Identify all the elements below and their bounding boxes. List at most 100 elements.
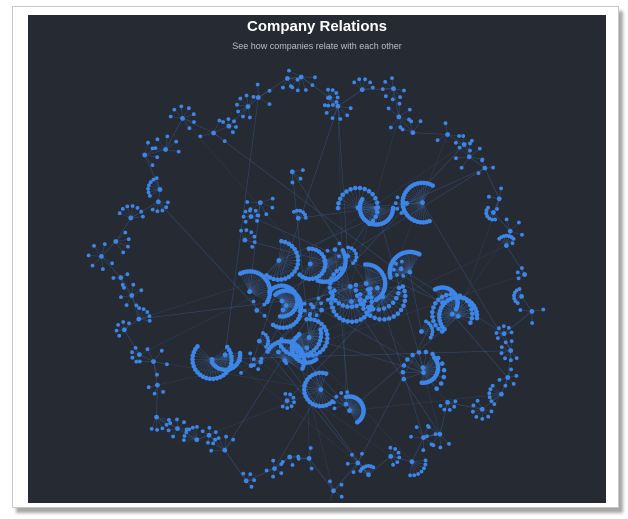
graph-node[interactable] bbox=[326, 297, 330, 302]
graph-node[interactable] bbox=[285, 76, 290, 81]
graph-node[interactable] bbox=[283, 276, 288, 281]
graph-node[interactable] bbox=[376, 307, 382, 312]
graph-node[interactable] bbox=[318, 334, 324, 340]
graph-node[interactable] bbox=[279, 462, 284, 466]
graph-node[interactable] bbox=[134, 359, 139, 364]
graph-node[interactable] bbox=[122, 285, 126, 290]
graph-node[interactable] bbox=[320, 347, 326, 352]
graph-node[interactable] bbox=[517, 287, 522, 291]
graph-node[interactable] bbox=[461, 295, 467, 301]
graph-node[interactable] bbox=[229, 358, 234, 363]
graph-node[interactable] bbox=[504, 243, 509, 249]
graph-node[interactable] bbox=[431, 305, 436, 310]
graph-node[interactable] bbox=[125, 272, 130, 277]
graph-node[interactable] bbox=[326, 103, 331, 108]
graph-node[interactable] bbox=[195, 344, 200, 349]
graph-node[interactable] bbox=[499, 351, 504, 356]
graph-node[interactable] bbox=[226, 117, 231, 121]
graph-node[interactable] bbox=[321, 324, 327, 330]
graph-node[interactable] bbox=[401, 363, 407, 368]
graph-node[interactable] bbox=[279, 298, 285, 304]
graph-node[interactable] bbox=[400, 370, 406, 375]
graph-node[interactable] bbox=[420, 200, 425, 206]
graph-node[interactable] bbox=[401, 303, 406, 309]
graph-node[interactable] bbox=[283, 392, 288, 396]
graph-node[interactable] bbox=[350, 452, 354, 457]
graph-node[interactable] bbox=[339, 494, 344, 499]
graph-node[interactable] bbox=[101, 267, 105, 271]
graph-node[interactable] bbox=[353, 258, 358, 263]
graph-node[interactable] bbox=[150, 163, 155, 168]
graph-node[interactable] bbox=[397, 101, 402, 106]
graph-node[interactable] bbox=[155, 372, 159, 377]
graph-node[interactable] bbox=[190, 357, 195, 362]
graph-node[interactable] bbox=[267, 275, 273, 280]
graph-node[interactable] bbox=[298, 176, 303, 181]
graph-node[interactable] bbox=[191, 112, 196, 117]
graph-node[interactable] bbox=[304, 317, 309, 322]
graph-node[interactable] bbox=[298, 74, 304, 80]
graph-node[interactable] bbox=[306, 276, 312, 282]
graph-node[interactable] bbox=[428, 335, 433, 340]
graph-node[interactable] bbox=[171, 434, 176, 439]
graph-node[interactable] bbox=[313, 75, 317, 80]
graph-node[interactable] bbox=[334, 268, 340, 274]
graph-node[interactable] bbox=[390, 300, 396, 306]
graph-node[interactable] bbox=[363, 281, 369, 286]
graph-node[interactable] bbox=[330, 294, 335, 299]
graph-node[interactable] bbox=[86, 253, 91, 258]
graph-node[interactable] bbox=[508, 348, 514, 353]
graph-node[interactable] bbox=[289, 169, 295, 175]
graph-node[interactable] bbox=[375, 209, 380, 215]
graph-node[interactable] bbox=[395, 460, 400, 464]
graph-node[interactable] bbox=[253, 208, 258, 213]
graph-node[interactable] bbox=[147, 314, 152, 318]
graph-node[interactable] bbox=[400, 284, 406, 289]
graph-node[interactable] bbox=[295, 215, 301, 221]
graph-node[interactable] bbox=[374, 205, 379, 211]
graph-node[interactable] bbox=[476, 171, 481, 176]
graph-node[interactable] bbox=[430, 332, 434, 337]
graph-node[interactable] bbox=[395, 273, 399, 277]
graph-node[interactable] bbox=[405, 357, 410, 362]
graph-node[interactable] bbox=[117, 333, 122, 338]
graph-node[interactable] bbox=[354, 303, 359, 309]
graph-node[interactable] bbox=[146, 140, 150, 145]
graph-node[interactable] bbox=[313, 371, 319, 376]
graph-node[interactable] bbox=[322, 258, 328, 264]
graph-node[interactable] bbox=[438, 381, 444, 386]
graph-node[interactable] bbox=[310, 304, 316, 310]
graph-node[interactable] bbox=[441, 367, 447, 373]
graph-node[interactable] bbox=[465, 298, 470, 304]
graph-node[interactable] bbox=[279, 471, 284, 475]
graph-node[interactable] bbox=[335, 205, 341, 211]
graph-node[interactable] bbox=[295, 254, 301, 259]
graph-node[interactable] bbox=[511, 382, 516, 386]
graph-node[interactable] bbox=[417, 252, 422, 257]
graph-node[interactable] bbox=[257, 200, 263, 206]
graph-node[interactable] bbox=[503, 356, 507, 361]
graph-node[interactable] bbox=[396, 114, 402, 120]
graph-node[interactable] bbox=[430, 329, 435, 334]
graph-node[interactable] bbox=[146, 187, 150, 191]
graph-node[interactable] bbox=[369, 295, 374, 300]
graph-node[interactable] bbox=[139, 288, 144, 293]
graph-node[interactable] bbox=[247, 289, 253, 295]
graph-node[interactable] bbox=[486, 205, 490, 210]
graph-node[interactable] bbox=[428, 323, 433, 328]
graph-node[interactable] bbox=[324, 111, 329, 115]
graph-node[interactable] bbox=[335, 103, 341, 109]
graph-node[interactable] bbox=[503, 340, 508, 345]
graph-node[interactable] bbox=[329, 305, 335, 310]
graph-node[interactable] bbox=[151, 177, 156, 182]
graph-node[interactable] bbox=[512, 293, 516, 298]
graph-node[interactable] bbox=[243, 478, 249, 484]
graph-node[interactable] bbox=[264, 299, 270, 305]
graph-node[interactable] bbox=[447, 408, 452, 412]
graph-node[interactable] bbox=[190, 360, 196, 366]
graph-node[interactable] bbox=[430, 309, 435, 315]
graph-node[interactable] bbox=[485, 214, 490, 219]
network-graph[interactable] bbox=[28, 15, 606, 503]
graph-node[interactable] bbox=[402, 88, 406, 93]
graph-node[interactable] bbox=[467, 302, 473, 308]
